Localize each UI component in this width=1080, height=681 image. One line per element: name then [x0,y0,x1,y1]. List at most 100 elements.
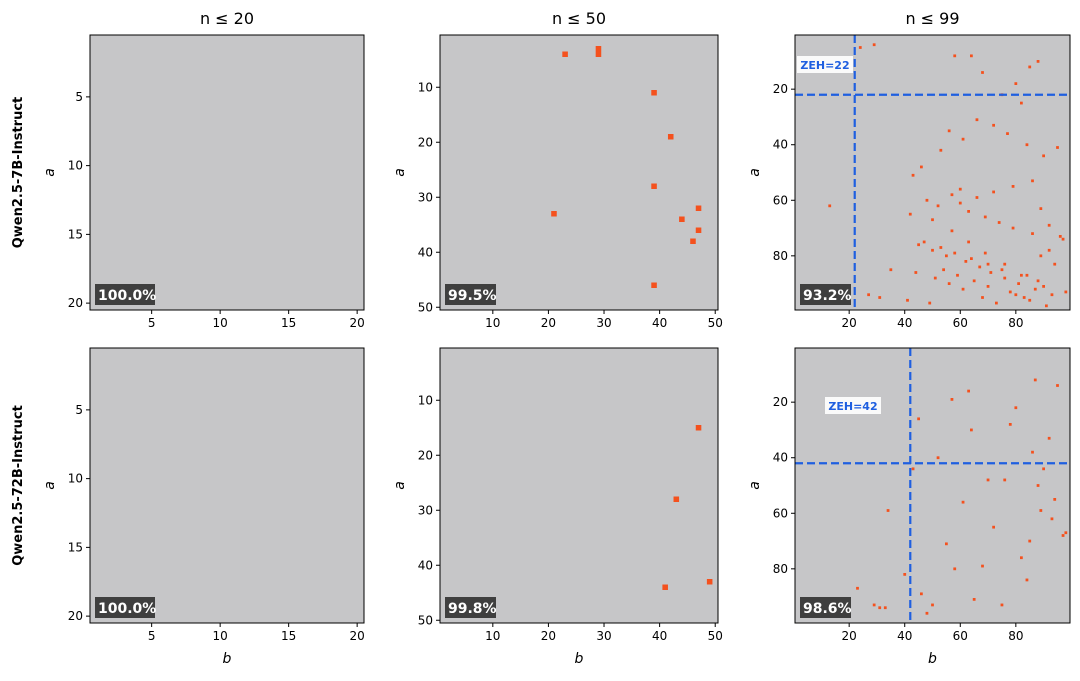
error-cell [961,500,965,504]
error-cell [1014,293,1018,297]
error-cell [989,271,993,274]
y-tick-label: 20 [68,609,83,623]
error-cell [925,611,929,615]
error-cell [878,296,882,299]
error-cell [1014,406,1018,410]
plot-background [795,348,1070,623]
x-tick-label: 10 [485,629,500,643]
y-axis-label: a [42,168,58,177]
error-cell [917,243,920,247]
error-cell [1008,423,1012,426]
error-cell [986,285,990,288]
error-cell [911,173,915,177]
error-cell [1039,207,1043,210]
error-cell [997,221,1001,224]
error-cell [651,282,657,288]
error-cell [986,478,990,482]
error-cell [970,428,973,432]
plot-frame [89,347,365,624]
y-tick-label: 40 [773,451,788,465]
error-cell [1028,539,1032,543]
error-cell [1039,509,1043,512]
error-cell [1006,132,1009,135]
x-tick-label: 20 [842,316,857,330]
error-cell [931,218,934,222]
error-cell [975,118,979,122]
error-cell [1025,273,1029,277]
error-cell [551,211,557,217]
accuracy-label: 98.6% [803,601,852,617]
error-cell [1011,226,1015,230]
error-cell [1003,262,1007,266]
error-cell [1061,534,1065,537]
error-cell [1047,436,1051,440]
x-tick-label: 50 [708,316,723,330]
error-cell [1053,262,1057,266]
x-tick-label: 30 [596,316,611,330]
y-tick-label: 20 [773,82,788,96]
error-cell [995,301,998,305]
error-cell [1047,223,1051,227]
accuracy-box [445,284,496,305]
accuracy-label: 100.0% [98,601,156,617]
error-cell [662,584,668,590]
accuracy-box [800,284,851,305]
error-cell [928,301,932,305]
error-cell [1033,287,1037,291]
error-cell [953,567,957,571]
error-cell [886,509,890,512]
error-cell [925,198,929,202]
accuracy-box [445,597,496,618]
x-tick-label: 20 [350,316,365,330]
y-tick-label: 20 [773,395,788,409]
error-cell [922,240,926,244]
y-tick-label: 10 [418,393,433,407]
error-cell [1000,268,1004,272]
y-tick-label: 50 [418,613,433,627]
error-cell [931,603,934,607]
plot-background [440,348,718,623]
error-cell [914,271,918,274]
error-cell [942,268,945,272]
accuracy-label: 99.5% [448,288,497,304]
error-cell [956,273,959,277]
x-tick-label: 15 [281,629,296,643]
error-cell [1053,498,1057,501]
y-tick-label: 40 [418,245,433,259]
x-tick-label: 40 [652,316,667,330]
error-cell [1025,578,1029,582]
column-title: n ≤ 50 [552,9,606,28]
error-cell [961,287,965,291]
y-tick-label: 15 [68,227,83,241]
x-tick-label: 20 [541,316,556,330]
error-cell [1003,478,1007,482]
error-cell [1042,154,1045,158]
column-title: n ≤ 20 [200,9,254,28]
x-tick-label: 80 [1008,629,1023,643]
error-cell [1045,304,1048,308]
error-cell [883,606,887,610]
x-tick-label: 10 [213,629,228,643]
error-cell [595,46,602,52]
error-cell [958,201,962,205]
error-cell [972,279,976,283]
error-cell [1020,273,1023,277]
y-tick-label: 80 [773,562,788,576]
error-cell [595,51,602,57]
error-cell [651,183,657,189]
error-cell [1047,248,1051,252]
error-cell [1039,254,1043,258]
plot-frame [794,347,1071,624]
error-cell [986,262,990,266]
x-tick-label: 30 [596,629,611,643]
error-cell [981,564,984,568]
error-cell [1036,279,1040,283]
error-cell [936,456,940,460]
y-axis-label: a [42,481,58,490]
zeh-label-box [797,56,853,73]
error-cell [858,46,862,49]
error-cell [1050,517,1054,521]
error-cell [933,276,937,280]
x-tick-label: 60 [953,629,968,643]
